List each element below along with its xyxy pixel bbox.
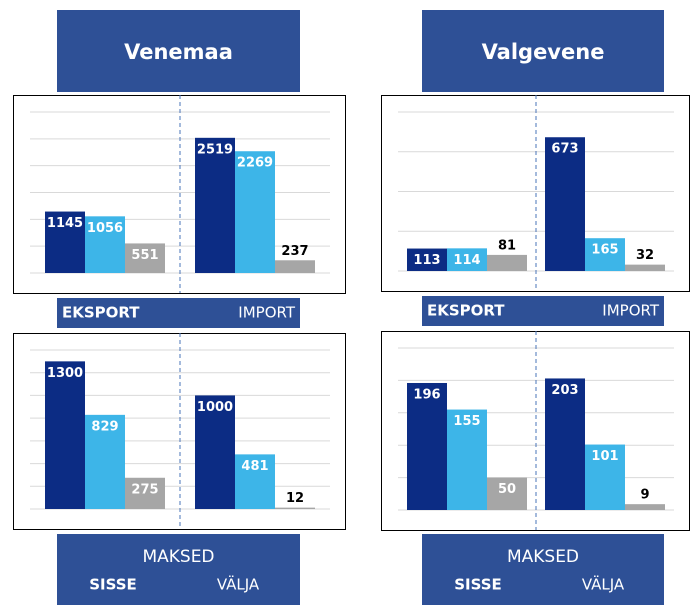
bar: [125, 477, 165, 509]
value-label: 481: [241, 459, 268, 474]
value-label: 2269: [237, 156, 273, 171]
bar: [85, 216, 125, 273]
category-label: SISSE: [454, 576, 502, 594]
category-label: IMPORT: [238, 304, 296, 322]
value-label: 1145: [47, 216, 83, 231]
footer-title: MAKSED: [142, 547, 214, 567]
value-label: 237: [281, 244, 308, 259]
bar: [195, 395, 235, 509]
value-label: 829: [91, 419, 118, 434]
bar: [45, 361, 85, 509]
value-label: 101: [591, 449, 618, 464]
bar: [447, 248, 487, 271]
value-label: 114: [453, 253, 480, 268]
category-band: [57, 298, 300, 328]
category-band: [422, 296, 664, 326]
bar: [85, 414, 125, 509]
footer-box: [57, 534, 300, 605]
value-label: 50: [498, 482, 516, 497]
bar: [407, 248, 447, 271]
value-label: 32: [636, 248, 654, 263]
value-label: 551: [131, 248, 158, 263]
value-label: 1056: [87, 221, 123, 236]
footer-title: MAKSED: [507, 547, 579, 567]
bar: [585, 238, 625, 271]
value-label: 2519: [197, 142, 233, 157]
category-label: SISSE: [89, 576, 137, 594]
header-box: [57, 10, 300, 92]
bar: [275, 507, 315, 509]
category-label: EKSPORT: [427, 302, 505, 320]
header-title: Venemaa: [124, 40, 233, 64]
header-title: Valgevene: [482, 40, 605, 64]
bar: [487, 477, 527, 510]
bar: [545, 378, 585, 510]
bar: [125, 243, 165, 273]
value-label: 9: [640, 488, 649, 503]
value-label: 1300: [47, 366, 83, 381]
bar: [407, 382, 447, 510]
value-label: 196: [413, 387, 440, 402]
category-label: VÄLJA: [217, 575, 260, 594]
bar: [487, 254, 527, 271]
bar: [275, 260, 315, 273]
bar: [585, 444, 625, 510]
bar: [195, 137, 235, 273]
category-label: VÄLJA: [582, 575, 625, 594]
bar: [625, 264, 665, 271]
category-label: EKSPORT: [62, 304, 140, 322]
value-label: 203: [551, 383, 578, 398]
value-label: 165: [591, 243, 618, 258]
bar: [625, 504, 665, 510]
category-label: IMPORT: [602, 302, 660, 320]
value-label: 275: [131, 482, 158, 497]
bar: [235, 454, 275, 509]
value-label: 155: [453, 414, 480, 429]
value-label: 81: [498, 238, 516, 253]
bar: [447, 409, 487, 510]
bar: [235, 151, 275, 273]
footer-box: [422, 534, 664, 605]
value-label: 12: [286, 491, 304, 506]
value-label: 673: [551, 142, 578, 157]
bar: [545, 137, 585, 271]
header-box: [422, 10, 664, 92]
value-label: 113: [413, 253, 440, 268]
bar: [45, 211, 85, 273]
value-label: 1000: [197, 400, 233, 415]
